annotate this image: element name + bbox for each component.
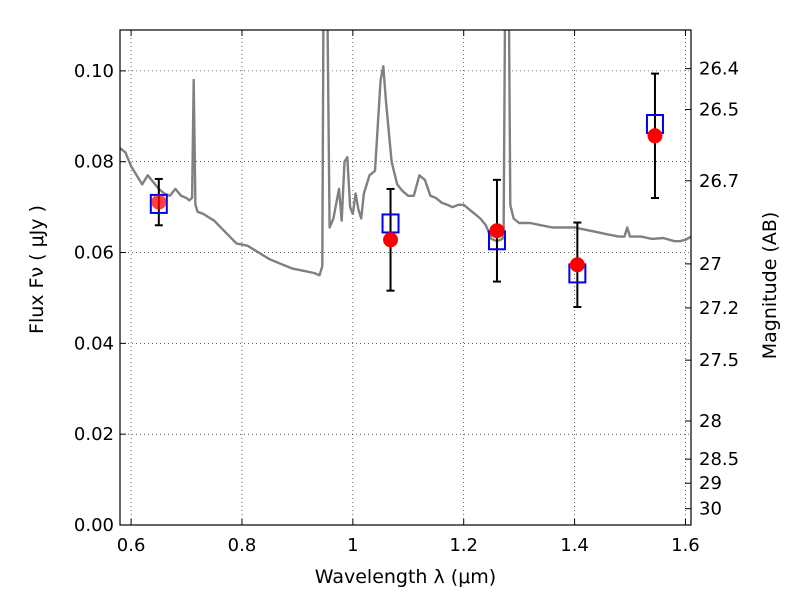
right-tick-label: 28.5 [699, 449, 739, 470]
x-tick-label: 1 [347, 535, 358, 556]
right-tick-label: 27 [699, 254, 722, 275]
axis-ticks: 0.6 0.8 1 1.2 1.4 1.6 0.00 0.02 0.04 0.06 0.08 0.10… [74, 30, 739, 556]
right-axis-label: Magnitude (AB) [759, 212, 781, 360]
y-tick-label: 0.02 [74, 424, 114, 445]
flux-point-1 [383, 232, 399, 248]
grid [120, 30, 691, 526]
flux-point-0 [151, 194, 167, 210]
data-points [149, 72, 664, 309]
x-tick-label: 1.2 [449, 535, 478, 556]
right-tick-label: 27.5 [699, 350, 739, 371]
model-spectrum [120, 30, 691, 277]
x-tick-label: 0.8 [228, 535, 257, 556]
right-tick-label: 26.5 [699, 99, 739, 120]
x-tick-label: 0.6 [117, 535, 146, 556]
right-tick-label: 28 [699, 411, 722, 432]
right-tick-label: 27.2 [699, 298, 739, 319]
y-tick-label: 0.00 [74, 515, 114, 536]
x-tick-label: 1.4 [560, 535, 589, 556]
x-axis-label: Wavelength λ (μm) [315, 566, 496, 588]
plot-frame [119, 29, 692, 526]
y-tick-label: 0.04 [74, 333, 114, 354]
right-tick-label: 26.4 [699, 59, 739, 80]
right-tick-label: 30 [699, 499, 722, 520]
x-tick-label: 1.6 [671, 535, 700, 556]
y-tick-label: 0.08 [74, 152, 114, 173]
flux-point-3 [569, 257, 585, 273]
right-tick-label: 29 [699, 473, 722, 494]
spectrum-line [120, 30, 691, 277]
y-axis-label: Flux Fν ( μJy ) [26, 205, 48, 334]
right-tick-label: 26.7 [699, 171, 739, 192]
flux-point-4 [647, 128, 663, 144]
y-tick-label: 0.10 [74, 61, 114, 82]
flux-point-2 [489, 223, 505, 239]
y-tick-label: 0.06 [74, 243, 114, 264]
